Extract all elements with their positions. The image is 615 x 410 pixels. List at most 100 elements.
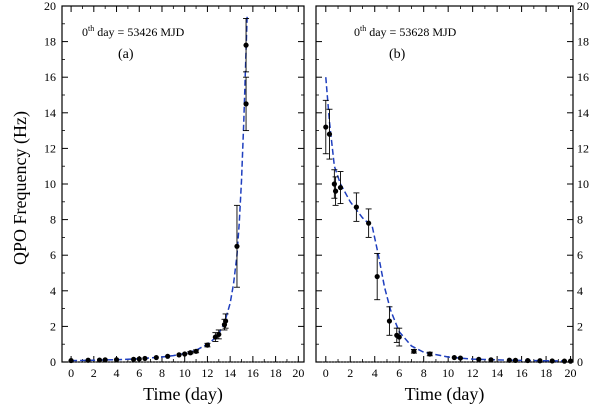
y-tick-label: 20 — [44, 0, 56, 13]
x-tick-label: 16 — [516, 366, 528, 380]
y-tick-label-right: 0 — [577, 355, 583, 369]
x-tick-label: 10 — [442, 366, 454, 380]
panel-letter: (a) — [118, 47, 134, 62]
x-tick-label: 14 — [491, 366, 503, 380]
data-point — [165, 353, 171, 359]
x-tick-label: 10 — [179, 366, 191, 380]
y-tick-label: 6 — [50, 248, 56, 262]
y-tick-label: 12 — [44, 141, 56, 155]
data-point — [457, 355, 464, 361]
data-point — [567, 358, 574, 364]
data-point — [182, 351, 188, 357]
y-tick-label-right: 4 — [577, 284, 583, 298]
y-tick-label-right: 6 — [577, 248, 583, 262]
x-tick-label: 4 — [114, 366, 120, 380]
data-point — [506, 357, 512, 363]
x-axis-label: Time (day) — [405, 384, 485, 405]
y-tick-label: 10 — [44, 177, 56, 191]
data-point — [561, 358, 568, 364]
y-tick-label: 4 — [50, 284, 56, 298]
zero-day-annotation: 0th day = 53426 MJD — [82, 24, 185, 39]
data-point — [193, 348, 199, 354]
data-point — [337, 184, 344, 191]
data-point — [476, 356, 482, 362]
y-axis-label: QPO Frequency (Hz) — [10, 111, 31, 265]
data-point — [386, 318, 393, 324]
data-point — [187, 350, 193, 356]
zero-day-annotation: 0th day = 53628 MJD — [354, 24, 457, 39]
data-point — [96, 357, 103, 363]
data-point — [353, 204, 359, 210]
data-point — [488, 357, 494, 363]
y-tick-label: 8 — [50, 213, 56, 227]
data-point — [85, 357, 91, 363]
y-tick-label-right: 20 — [577, 0, 589, 13]
x-tick-label: 18 — [540, 366, 552, 380]
x-tick-label: 12 — [201, 366, 213, 380]
y-tick-label-right: 8 — [577, 213, 583, 227]
data-point — [153, 354, 159, 361]
data-point — [136, 356, 142, 362]
data-point — [549, 358, 555, 364]
data-point — [243, 101, 249, 107]
x-tick-label: 8 — [421, 366, 427, 380]
data-point — [366, 220, 372, 226]
x-tick-label: 6 — [396, 366, 402, 380]
data-point — [130, 356, 137, 362]
y-tick-label-right: 2 — [577, 319, 583, 333]
data-point — [332, 188, 339, 194]
data-point — [68, 357, 74, 364]
x-tick-label: 2 — [91, 366, 97, 380]
y-tick-label: 18 — [44, 35, 56, 49]
data-point — [223, 318, 229, 324]
data-point — [512, 357, 519, 363]
panel-a: 0 2 4 6 8 10 12 14 16 18 20 0 2 4 6 8 10 12 14 16 18 20 0th da… — [44, 0, 305, 405]
y-tick-label-right: 16 — [577, 70, 589, 84]
x-tick-label: 20 — [292, 366, 304, 380]
y-tick-label: 2 — [50, 319, 56, 333]
x-tick-label: 14 — [224, 366, 236, 380]
x-tick-label: 8 — [159, 366, 165, 380]
data-point — [102, 357, 108, 363]
x-tick-label: 2 — [347, 366, 353, 380]
x-axis-label: Time (day) — [143, 384, 223, 405]
x-tick-label: 6 — [136, 366, 142, 380]
data-point — [204, 342, 211, 348]
data-point — [326, 131, 333, 137]
data-point — [323, 124, 329, 130]
plot-frame — [315, 5, 574, 363]
data-point — [525, 357, 531, 364]
y-tick-label-right: 12 — [577, 141, 589, 155]
fit-curve — [71, 14, 248, 362]
y-tick-label-right: 14 — [577, 106, 589, 120]
plot-frame — [61, 5, 305, 363]
y-tick-label: 16 — [44, 70, 56, 84]
x-tick-label: 0 — [68, 366, 74, 380]
data-point — [216, 331, 222, 338]
data-point — [142, 355, 148, 362]
data-point — [427, 351, 433, 357]
y-tick-label-right: 10 — [577, 177, 589, 191]
data-point — [176, 352, 182, 358]
data-point — [243, 42, 249, 48]
data-point — [537, 358, 543, 364]
data-point — [374, 273, 380, 280]
x-tick-label: 16 — [247, 366, 259, 380]
x-tick-label: 20 — [565, 366, 577, 380]
data-point — [411, 348, 417, 354]
x-tick-label: 12 — [467, 366, 479, 380]
data-point — [451, 354, 457, 361]
data-point — [396, 334, 402, 340]
panel-letter: (b) — [389, 47, 406, 62]
fit-curve — [325, 77, 571, 362]
x-tick-label: 18 — [270, 366, 282, 380]
y-tick-label: 14 — [44, 106, 56, 120]
y-tick-label: 0 — [50, 355, 56, 369]
data-point — [331, 181, 337, 187]
data-point — [113, 357, 120, 363]
x-tick-label: 0 — [323, 366, 329, 380]
x-tick-label: 4 — [372, 366, 378, 380]
y-tick-label-right: 18 — [577, 35, 589, 49]
